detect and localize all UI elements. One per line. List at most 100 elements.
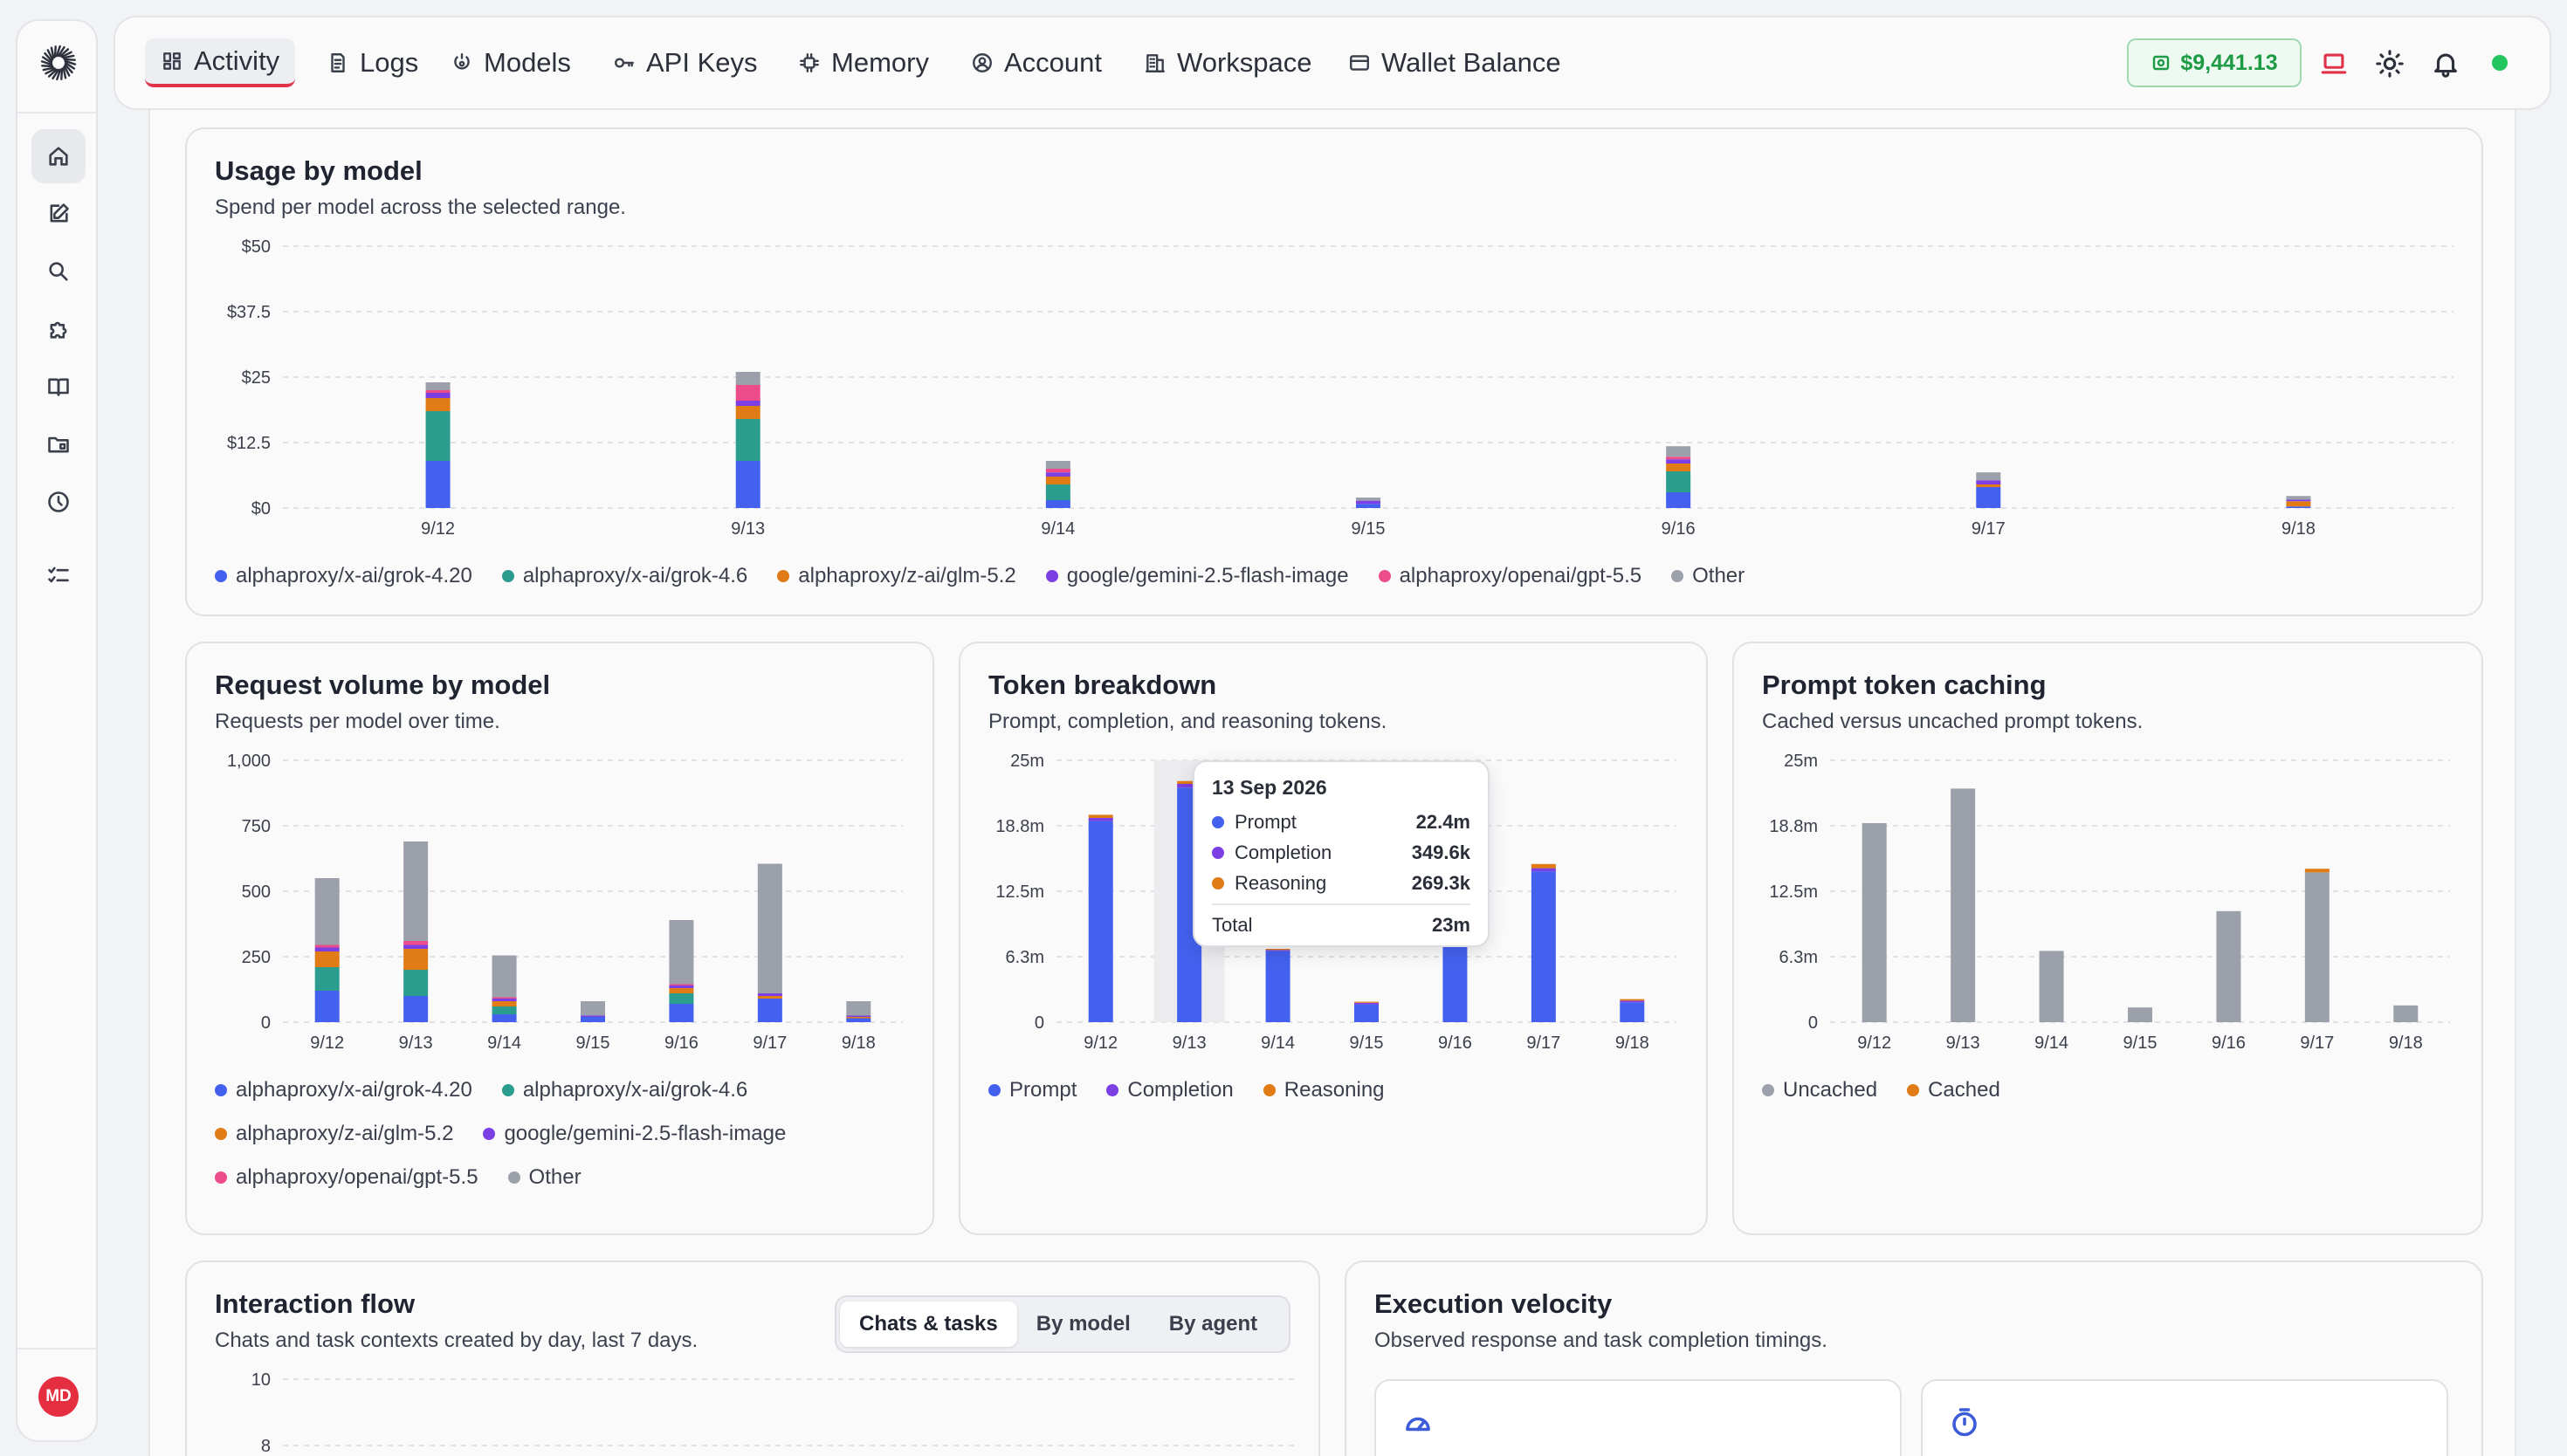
- tab-api-keys[interactable]: API Keys: [597, 38, 774, 87]
- sidebar-item-history[interactable]: [31, 475, 86, 529]
- x-tick-label: 9/12: [1857, 1034, 1891, 1053]
- velocity-metric-card[interactable]: [1921, 1379, 2448, 1456]
- app-logo-icon[interactable]: [39, 44, 78, 82]
- online-status-dot: [2492, 55, 2508, 71]
- notifications-button[interactable]: [2431, 49, 2460, 79]
- user-circle-icon: [973, 53, 992, 72]
- tooltip-label: Prompt: [1235, 810, 1297, 833]
- legend-swatch: [1263, 1084, 1276, 1096]
- prompt-caching-chart[interactable]: 0 6.3m 12.5m 18.8m 25m 9/12 9/13 9/14 9/15 9/16 9/…: [1734, 643, 2483, 1235]
- bar-segment: [846, 1017, 871, 1019]
- x-tick-label: 9/16: [2212, 1034, 2246, 1053]
- tab-account[interactable]: Account: [955, 38, 1118, 87]
- bar-segment: [846, 1018, 871, 1022]
- interaction-flow-chart[interactable]: 10 8: [187, 1262, 1320, 1456]
- sidebar-item-files[interactable]: [31, 417, 86, 471]
- legend-swatch: [1212, 846, 1224, 859]
- legend-swatch: [1378, 570, 1391, 582]
- bar-segment: [492, 955, 517, 998]
- tab-workspace[interactable]: Workspace: [1128, 38, 1328, 87]
- legend-item[interactable]: Completion: [1106, 1078, 1234, 1102]
- legend-item[interactable]: alphaproxy/x-ai/grok-4.6: [501, 564, 747, 588]
- avatar[interactable]: MD: [38, 1377, 79, 1417]
- building-icon: [1146, 54, 1165, 72]
- checklist-icon: [48, 567, 69, 583]
- sidebar-item-search[interactable]: [31, 244, 86, 299]
- legend-item[interactable]: Other: [1671, 564, 1745, 588]
- bar-segment: [1620, 1002, 1645, 1022]
- y-tick-label: 0: [261, 1013, 271, 1033]
- y-tick-label: 25m: [1784, 752, 1818, 771]
- legend-swatch: [215, 1171, 227, 1184]
- tooltip-row: Reasoning 269.3k: [1212, 868, 1470, 898]
- tab-activity[interactable]: Activity: [145, 38, 296, 87]
- puzzle-icon: [50, 321, 67, 339]
- legend-item[interactable]: alphaproxy/z-ai/glm-5.2: [215, 1122, 453, 1146]
- bar-segment: [1045, 472, 1070, 477]
- bar-segment: [1531, 871, 1556, 1022]
- theme-toggle-button[interactable]: [2375, 49, 2405, 79]
- edit-icon: [50, 203, 69, 223]
- segment-by-agent[interactable]: By agent: [1168, 1312, 1258, 1336]
- legend-item[interactable]: alphaproxy/x-ai/grok-4.20: [215, 1078, 472, 1102]
- request-volume-chart[interactable]: 0 250 500 750 1,000 9/12 9/13 9/14 9/15 9/16 9/17 9…: [187, 643, 934, 1235]
- sidebar-item-library[interactable]: [31, 360, 86, 414]
- legend-item[interactable]: alphaproxy/x-ai/grok-4.20: [215, 564, 472, 588]
- bar-segment: [1088, 821, 1113, 1022]
- tooltip-total: Total 23m: [1212, 903, 1470, 937]
- device-button[interactable]: [2319, 49, 2349, 79]
- x-tick-label: 9/14: [487, 1034, 521, 1053]
- legend-label: alphaproxy/x-ai/grok-4.6: [522, 1078, 748, 1102]
- legend-item[interactable]: Reasoning: [1263, 1078, 1385, 1102]
- legend-item[interactable]: Uncached: [1762, 1078, 1877, 1102]
- y-tick-label: $25: [242, 368, 271, 388]
- x-tick-label: 9/18: [2281, 519, 2316, 539]
- legend-item[interactable]: Cached: [1907, 1078, 2000, 1102]
- usage-chart[interactable]: $0 $12.5 $25 $37.5 $50 9/12 9/13 9/14 9/15 9/16 9/…: [187, 129, 2483, 616]
- bar-segment: [1265, 949, 1290, 951]
- card-subtitle: Cached versus uncached prompt tokens.: [1762, 710, 2144, 733]
- bar-segment: [1045, 469, 1070, 473]
- usage-by-model-card: Usage by model Spend per model across th…: [185, 127, 2483, 616]
- bar-segment: [1356, 500, 1380, 505]
- legend-item[interactable]: alphaproxy/openai/gpt-5.5: [1378, 564, 1641, 588]
- legend-item[interactable]: google/gemini-2.5-flash-image: [1045, 564, 1349, 588]
- sidebar-item-extensions[interactable]: [31, 302, 86, 356]
- legend-swatch: [1671, 570, 1684, 582]
- bar-segment: [846, 1001, 871, 1016]
- bar-segment: [1356, 498, 1380, 501]
- bar-segment: [581, 1001, 605, 1016]
- bar-segment: [735, 419, 760, 461]
- segment-by-model[interactable]: By model: [1036, 1312, 1131, 1336]
- legend-item[interactable]: Prompt: [988, 1078, 1077, 1102]
- tab-models[interactable]: Models: [435, 38, 587, 87]
- sidebar-item-home[interactable]: [31, 129, 86, 183]
- top-navigation: Activity Logs Models API Keys Memory Acc…: [114, 16, 2551, 110]
- tab-memory[interactable]: Memory: [782, 38, 945, 87]
- bar-segment: [314, 944, 340, 948]
- legend-item[interactable]: google/gemini-2.5-flash-image: [483, 1122, 786, 1146]
- tab-wallet-balance-label: Wallet Balance: [1381, 47, 1561, 78]
- legend-item[interactable]: alphaproxy/x-ai/grok-4.6: [501, 1078, 748, 1102]
- sidebar-item-tasks[interactable]: [31, 548, 86, 602]
- segment-chats-tasks[interactable]: Chats & tasks: [840, 1301, 1017, 1347]
- tab-wallet-balance[interactable]: Wallet Balance: [1332, 38, 1577, 87]
- velocity-metric-card[interactable]: [1374, 1379, 1902, 1456]
- bar-segment: [425, 398, 451, 411]
- bar-segment: [403, 949, 429, 970]
- tab-activity-label: Activity: [194, 45, 280, 76]
- bar-segment: [1620, 999, 1645, 1001]
- bar-segment: [403, 970, 429, 996]
- bar-segment: [1265, 951, 1290, 1022]
- bar-segment: [1976, 480, 2001, 484]
- legend-item[interactable]: Other: [507, 1165, 582, 1190]
- legend-item[interactable]: alphaproxy/openai/gpt-5.5: [215, 1165, 478, 1190]
- legend-swatch: [483, 1128, 496, 1140]
- wallet-balance-badge[interactable]: $9,441.13: [2127, 38, 2302, 87]
- tab-logs[interactable]: Logs: [311, 38, 434, 87]
- bar-segment: [314, 947, 340, 951]
- sidebar-item-new[interactable]: [31, 187, 86, 241]
- x-tick-label: 9/12: [310, 1034, 344, 1053]
- legend-item[interactable]: alphaproxy/z-ai/glm-5.2: [777, 564, 1016, 588]
- bar-segment: [1666, 459, 1691, 464]
